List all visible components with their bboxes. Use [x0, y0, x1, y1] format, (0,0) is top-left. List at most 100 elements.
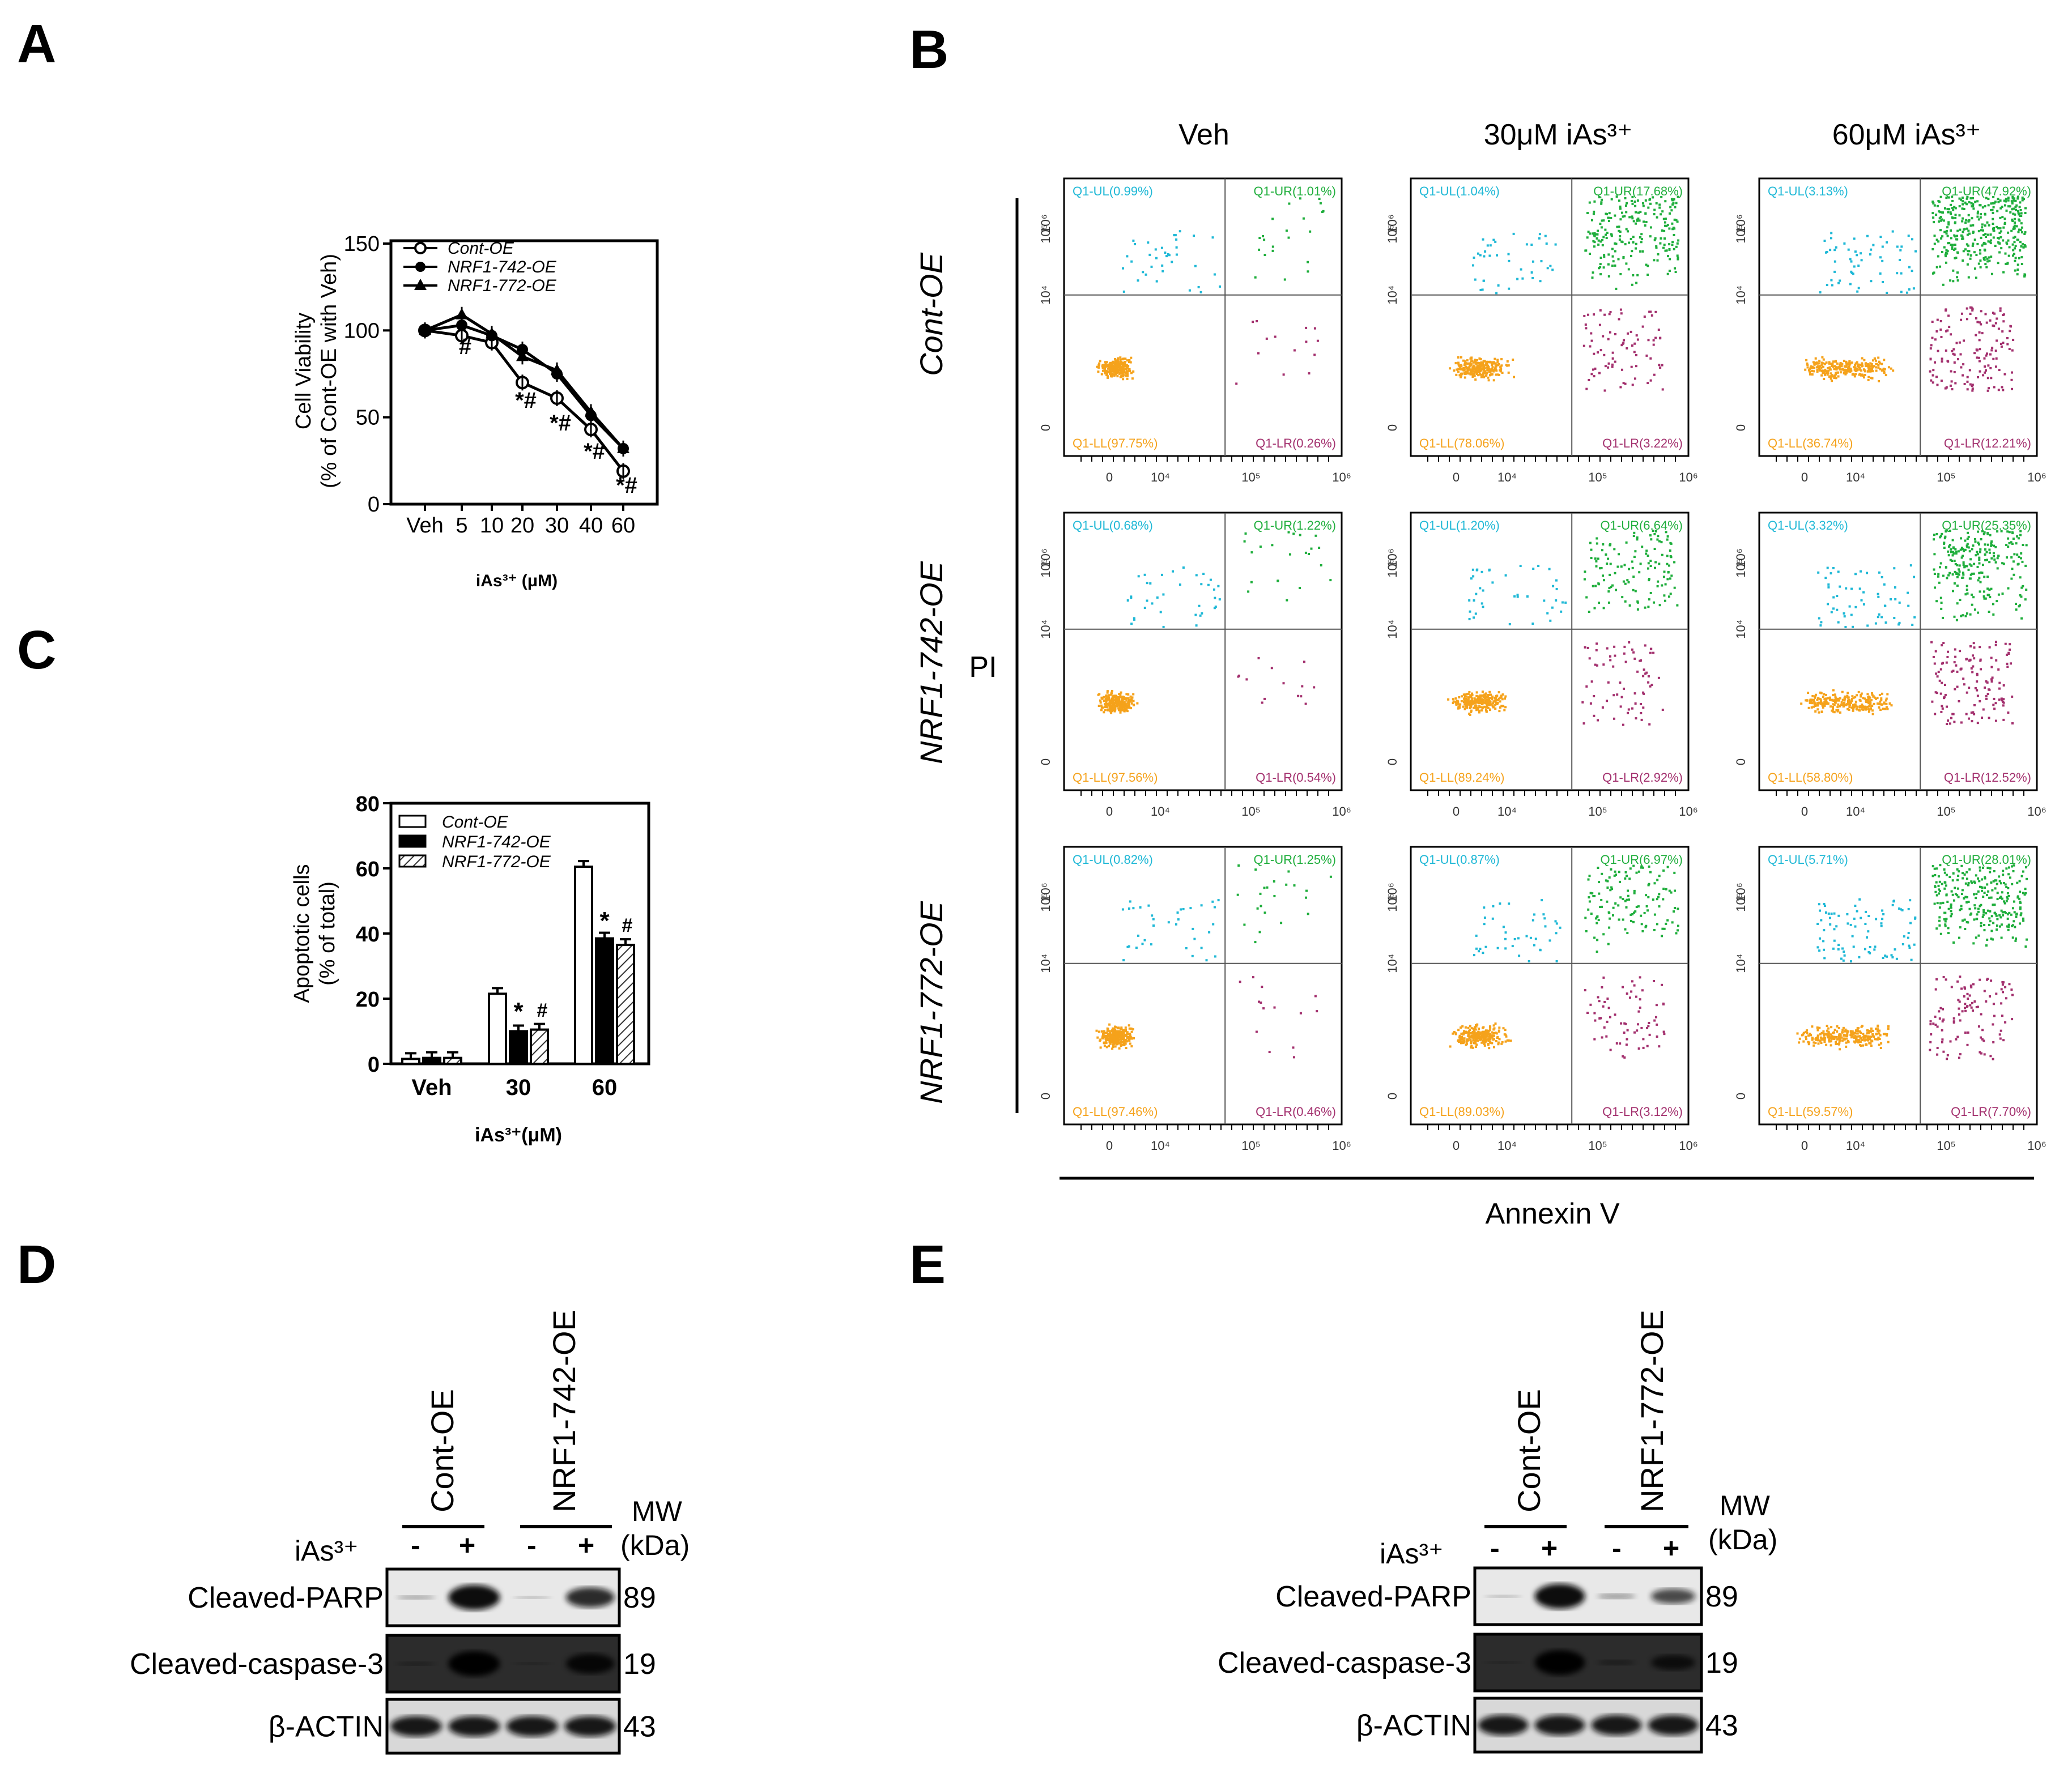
- event-dot: [1257, 352, 1260, 355]
- event-dot: [1531, 277, 1534, 279]
- event-dot: [1620, 344, 1623, 346]
- event-dot: [1479, 373, 1481, 375]
- event-dot: [1126, 702, 1129, 705]
- event-dot: [1850, 261, 1853, 263]
- event-dot: [1963, 339, 1965, 342]
- event-dot: [1991, 915, 1993, 917]
- event-dot: [1288, 237, 1290, 239]
- event-dot: [1810, 366, 1812, 369]
- event-dot: [1590, 557, 1593, 559]
- event-dot: [1830, 1044, 1832, 1046]
- event-dot: [1116, 364, 1118, 366]
- event-dot: [1590, 913, 1593, 915]
- event-dot: [1633, 1032, 1636, 1034]
- event-dot: [1616, 693, 1618, 696]
- event-dot: [1213, 589, 1215, 591]
- event-dot: [1123, 1041, 1125, 1043]
- event-dot: [1102, 370, 1104, 372]
- event-dot: [1960, 722, 1963, 724]
- event-dot: [1880, 616, 1883, 618]
- event-dot: [1844, 626, 1846, 628]
- event-dot: [1642, 202, 1644, 204]
- event-dot: [1993, 708, 1996, 710]
- event-dot: [1979, 548, 1981, 551]
- event-dot: [1616, 1042, 1618, 1045]
- event-dot: [1845, 1034, 1848, 1037]
- event-dot: [1510, 1039, 1512, 1042]
- event-dot: [1250, 581, 1253, 583]
- event-dot: [1619, 208, 1622, 210]
- event-dot: [1986, 551, 1988, 553]
- event-dot: [1584, 989, 1586, 991]
- event-dot: [1863, 359, 1865, 361]
- event-dot: [1671, 223, 1673, 225]
- event-dot: [1609, 918, 1611, 920]
- event-dot: [1857, 1029, 1859, 1031]
- event-dot: [1804, 369, 1806, 371]
- event-dot: [1498, 691, 1500, 693]
- event-dot: [1317, 340, 1319, 342]
- event-dot: [1998, 688, 2001, 690]
- quadrant-ll-label: Q1-LL(97.46%): [1073, 1105, 1158, 1119]
- event-dot: [1483, 365, 1485, 368]
- event-dot: [1948, 326, 1950, 328]
- event-dot: [1179, 583, 1181, 586]
- event-dot: [1879, 703, 1882, 705]
- event-dot: [1621, 696, 1623, 698]
- event-dot: [1893, 567, 1895, 569]
- event-dot: [1980, 213, 1982, 215]
- event-dot: [1657, 535, 1659, 537]
- event-dot: [1972, 242, 1974, 245]
- event-dot: [1628, 581, 1630, 583]
- event-dot: [1116, 368, 1118, 370]
- event-dot: [1956, 342, 1958, 344]
- event-dot: [1817, 1039, 1819, 1041]
- event-dot: [1102, 1033, 1104, 1035]
- event-dot: [1966, 544, 1968, 547]
- event-dot: [2016, 225, 2018, 227]
- event-dot: [1633, 890, 1636, 892]
- event-dot: [1630, 331, 1632, 333]
- event-dot: [1632, 383, 1634, 386]
- event-dot: [1622, 986, 1624, 988]
- flow-plot-6: Q1-UL(3.32%)Q1-UR(25.35%)Q1-LL(58.80%)Q1…: [1734, 513, 2047, 819]
- significance-mark: *: [599, 907, 610, 935]
- event-dot: [1588, 379, 1590, 381]
- event-dot: [1957, 358, 1959, 360]
- event-dot: [1593, 235, 1596, 237]
- event-dot: [1611, 235, 1613, 237]
- event-dot: [1504, 697, 1506, 700]
- event-dot: [1653, 929, 1656, 931]
- event-dot: [1624, 600, 1627, 603]
- event-dot: [1997, 555, 1999, 557]
- event-dot: [1634, 910, 1636, 913]
- event-dot: [1971, 711, 1973, 714]
- event-dot: [1671, 241, 1674, 243]
- event-dot: [1273, 895, 1275, 897]
- event-dot: [1900, 272, 1903, 275]
- event-dot: [1845, 1046, 1847, 1048]
- x-tick-label: 30: [506, 1075, 531, 1100]
- event-dot: [1614, 361, 1616, 363]
- event-dot: [1935, 927, 1938, 930]
- event-dot: [1122, 367, 1124, 369]
- event-dot: [1126, 946, 1129, 948]
- event-dot: [1504, 706, 1507, 708]
- bar-0: [575, 867, 592, 1064]
- event-dot: [1500, 365, 1502, 368]
- event-dot: [1596, 538, 1598, 540]
- event-dot: [1299, 587, 1301, 589]
- event-dot: [1495, 1032, 1497, 1034]
- event-dot: [1212, 923, 1214, 926]
- event-dot: [1122, 696, 1124, 698]
- event-dot: [2020, 552, 2022, 555]
- event-dot: [1474, 378, 1477, 381]
- event-dot: [1097, 370, 1099, 373]
- event-dot: [1843, 1027, 1845, 1029]
- event-dot: [1944, 872, 1946, 874]
- event-dot: [1934, 338, 1937, 340]
- event-dot: [1637, 608, 1639, 611]
- event-dot: [1467, 369, 1470, 371]
- event-dot: [2019, 534, 2022, 536]
- event-dot: [1954, 361, 1956, 364]
